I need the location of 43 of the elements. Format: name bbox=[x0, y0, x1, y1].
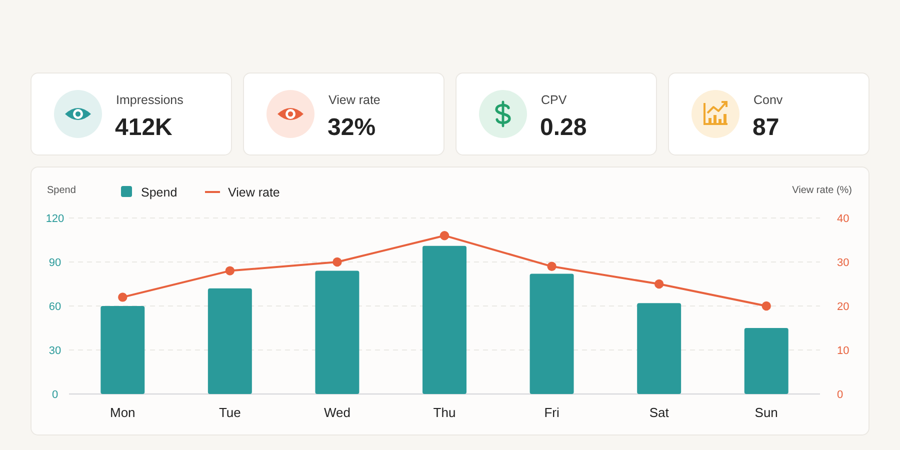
bar bbox=[208, 288, 252, 394]
text: 0.28 bbox=[540, 114, 587, 141]
category-label: View rate bbox=[328, 93, 380, 107]
bar bbox=[422, 246, 466, 394]
bar bbox=[530, 274, 574, 394]
x-tick-label: Sat bbox=[649, 405, 670, 420]
x-tick-label: Tue bbox=[218, 405, 241, 420]
legend-label: View rate bbox=[228, 186, 280, 200]
x-tick-label: Fri bbox=[544, 405, 560, 420]
point bbox=[547, 262, 556, 271]
category-label: Conv bbox=[754, 93, 784, 107]
y2-tick-label: 20 bbox=[837, 301, 850, 313]
bar bbox=[637, 303, 682, 394]
y2-tick-label: 0 bbox=[837, 389, 844, 401]
point bbox=[225, 266, 235, 276]
x-tick-label: Sun bbox=[754, 405, 778, 420]
y-tick-label: 60 bbox=[48, 301, 62, 313]
y-tick-label: 0 bbox=[52, 389, 58, 401]
y-tick-label: 90 bbox=[48, 257, 62, 269]
text: 32% bbox=[328, 114, 376, 141]
y-tick-label: 30 bbox=[48, 345, 62, 357]
bar bbox=[744, 328, 788, 394]
category-label: Impressions bbox=[116, 93, 184, 107]
bar bbox=[100, 306, 145, 394]
y2-tick-label: 30 bbox=[837, 257, 850, 269]
category-label: CPV bbox=[541, 93, 568, 107]
legend-label: Spend bbox=[141, 186, 178, 200]
point bbox=[762, 301, 771, 311]
y-axis-title: Spend bbox=[47, 185, 76, 196]
point bbox=[654, 279, 664, 289]
x-tick-label: Wed bbox=[324, 405, 350, 420]
point bbox=[332, 257, 342, 267]
y2-tick-label: 10 bbox=[837, 345, 850, 357]
point bbox=[440, 231, 450, 240]
text: 87 bbox=[752, 114, 780, 141]
y-tick-label: 120 bbox=[46, 213, 64, 225]
y2-tick-label: 40 bbox=[837, 213, 850, 225]
y2-axis-title: View rate (%) bbox=[792, 185, 852, 196]
point bbox=[118, 292, 128, 302]
x-tick-label: Mon bbox=[110, 405, 136, 420]
text: 412K bbox=[115, 114, 172, 141]
bar bbox=[315, 270, 360, 394]
x-tick-label: Thu bbox=[433, 405, 456, 420]
